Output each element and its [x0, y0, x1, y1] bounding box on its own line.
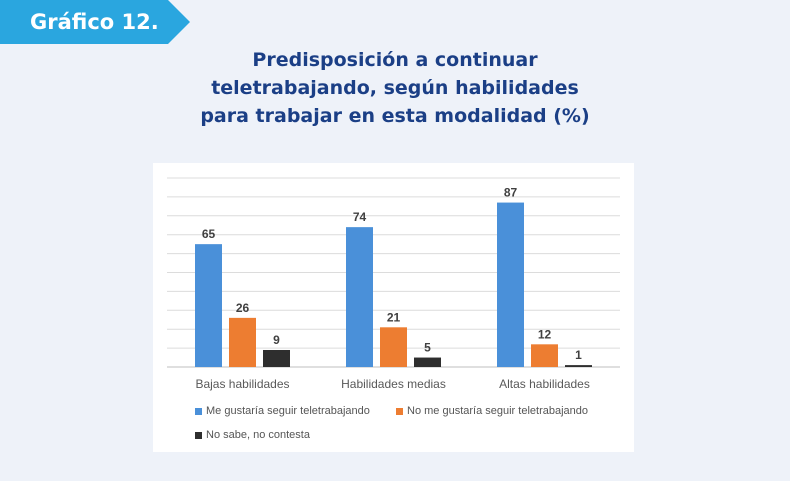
- bar-chart: 65 26 9 Bajas habilidades 74 21 5 Habilidades m…: [167, 177, 620, 391]
- bar: [531, 344, 558, 367]
- bar: [497, 202, 524, 367]
- category-label: Habilidades medias: [341, 377, 446, 391]
- data-label: 74: [353, 210, 367, 224]
- chart-panel: 65 26 9 Bajas habilidades 74 21 5 Habilidades m…: [153, 163, 634, 452]
- category-label: Altas habilidades: [499, 377, 590, 391]
- legend-item: No me gustaría seguir teletrabajando: [396, 405, 588, 417]
- bar: [414, 357, 441, 367]
- data-label: 5: [424, 341, 431, 355]
- bar: [346, 227, 373, 367]
- legend-swatch: [195, 407, 202, 415]
- legend-swatch: [396, 407, 403, 415]
- legend-label: No me gustaría seguir teletrabajando: [407, 405, 588, 417]
- bar: [380, 327, 407, 367]
- badge-shape: [0, 0, 190, 44]
- data-label: 21: [387, 310, 401, 324]
- data-label: 87: [504, 186, 518, 200]
- bar: [229, 317, 256, 367]
- chart-title: Predisposición a continuar teletrabajand…: [200, 49, 590, 127]
- badge-label: Gráfico 12.: [30, 10, 159, 34]
- bar: [263, 349, 290, 367]
- legend-label: No sabe, no contesta: [206, 429, 310, 441]
- legend-item: No sabe, no contesta: [195, 429, 310, 441]
- category-label: Bajas habilidades: [195, 377, 289, 391]
- data-label: 26: [236, 301, 250, 315]
- chart-number-badge: Gráfico 12.: [0, 0, 190, 44]
- legend-item: Me gustaría seguir teletrabajando: [195, 405, 370, 417]
- data-label: 12: [538, 327, 552, 341]
- bar: [565, 365, 592, 367]
- legend-swatch: [195, 431, 202, 439]
- bar: [195, 244, 222, 367]
- data-label: 65: [202, 227, 216, 241]
- data-label: 9: [273, 333, 280, 347]
- legend-label: Me gustaría seguir teletrabajando: [206, 405, 370, 417]
- data-label: 1: [575, 348, 582, 362]
